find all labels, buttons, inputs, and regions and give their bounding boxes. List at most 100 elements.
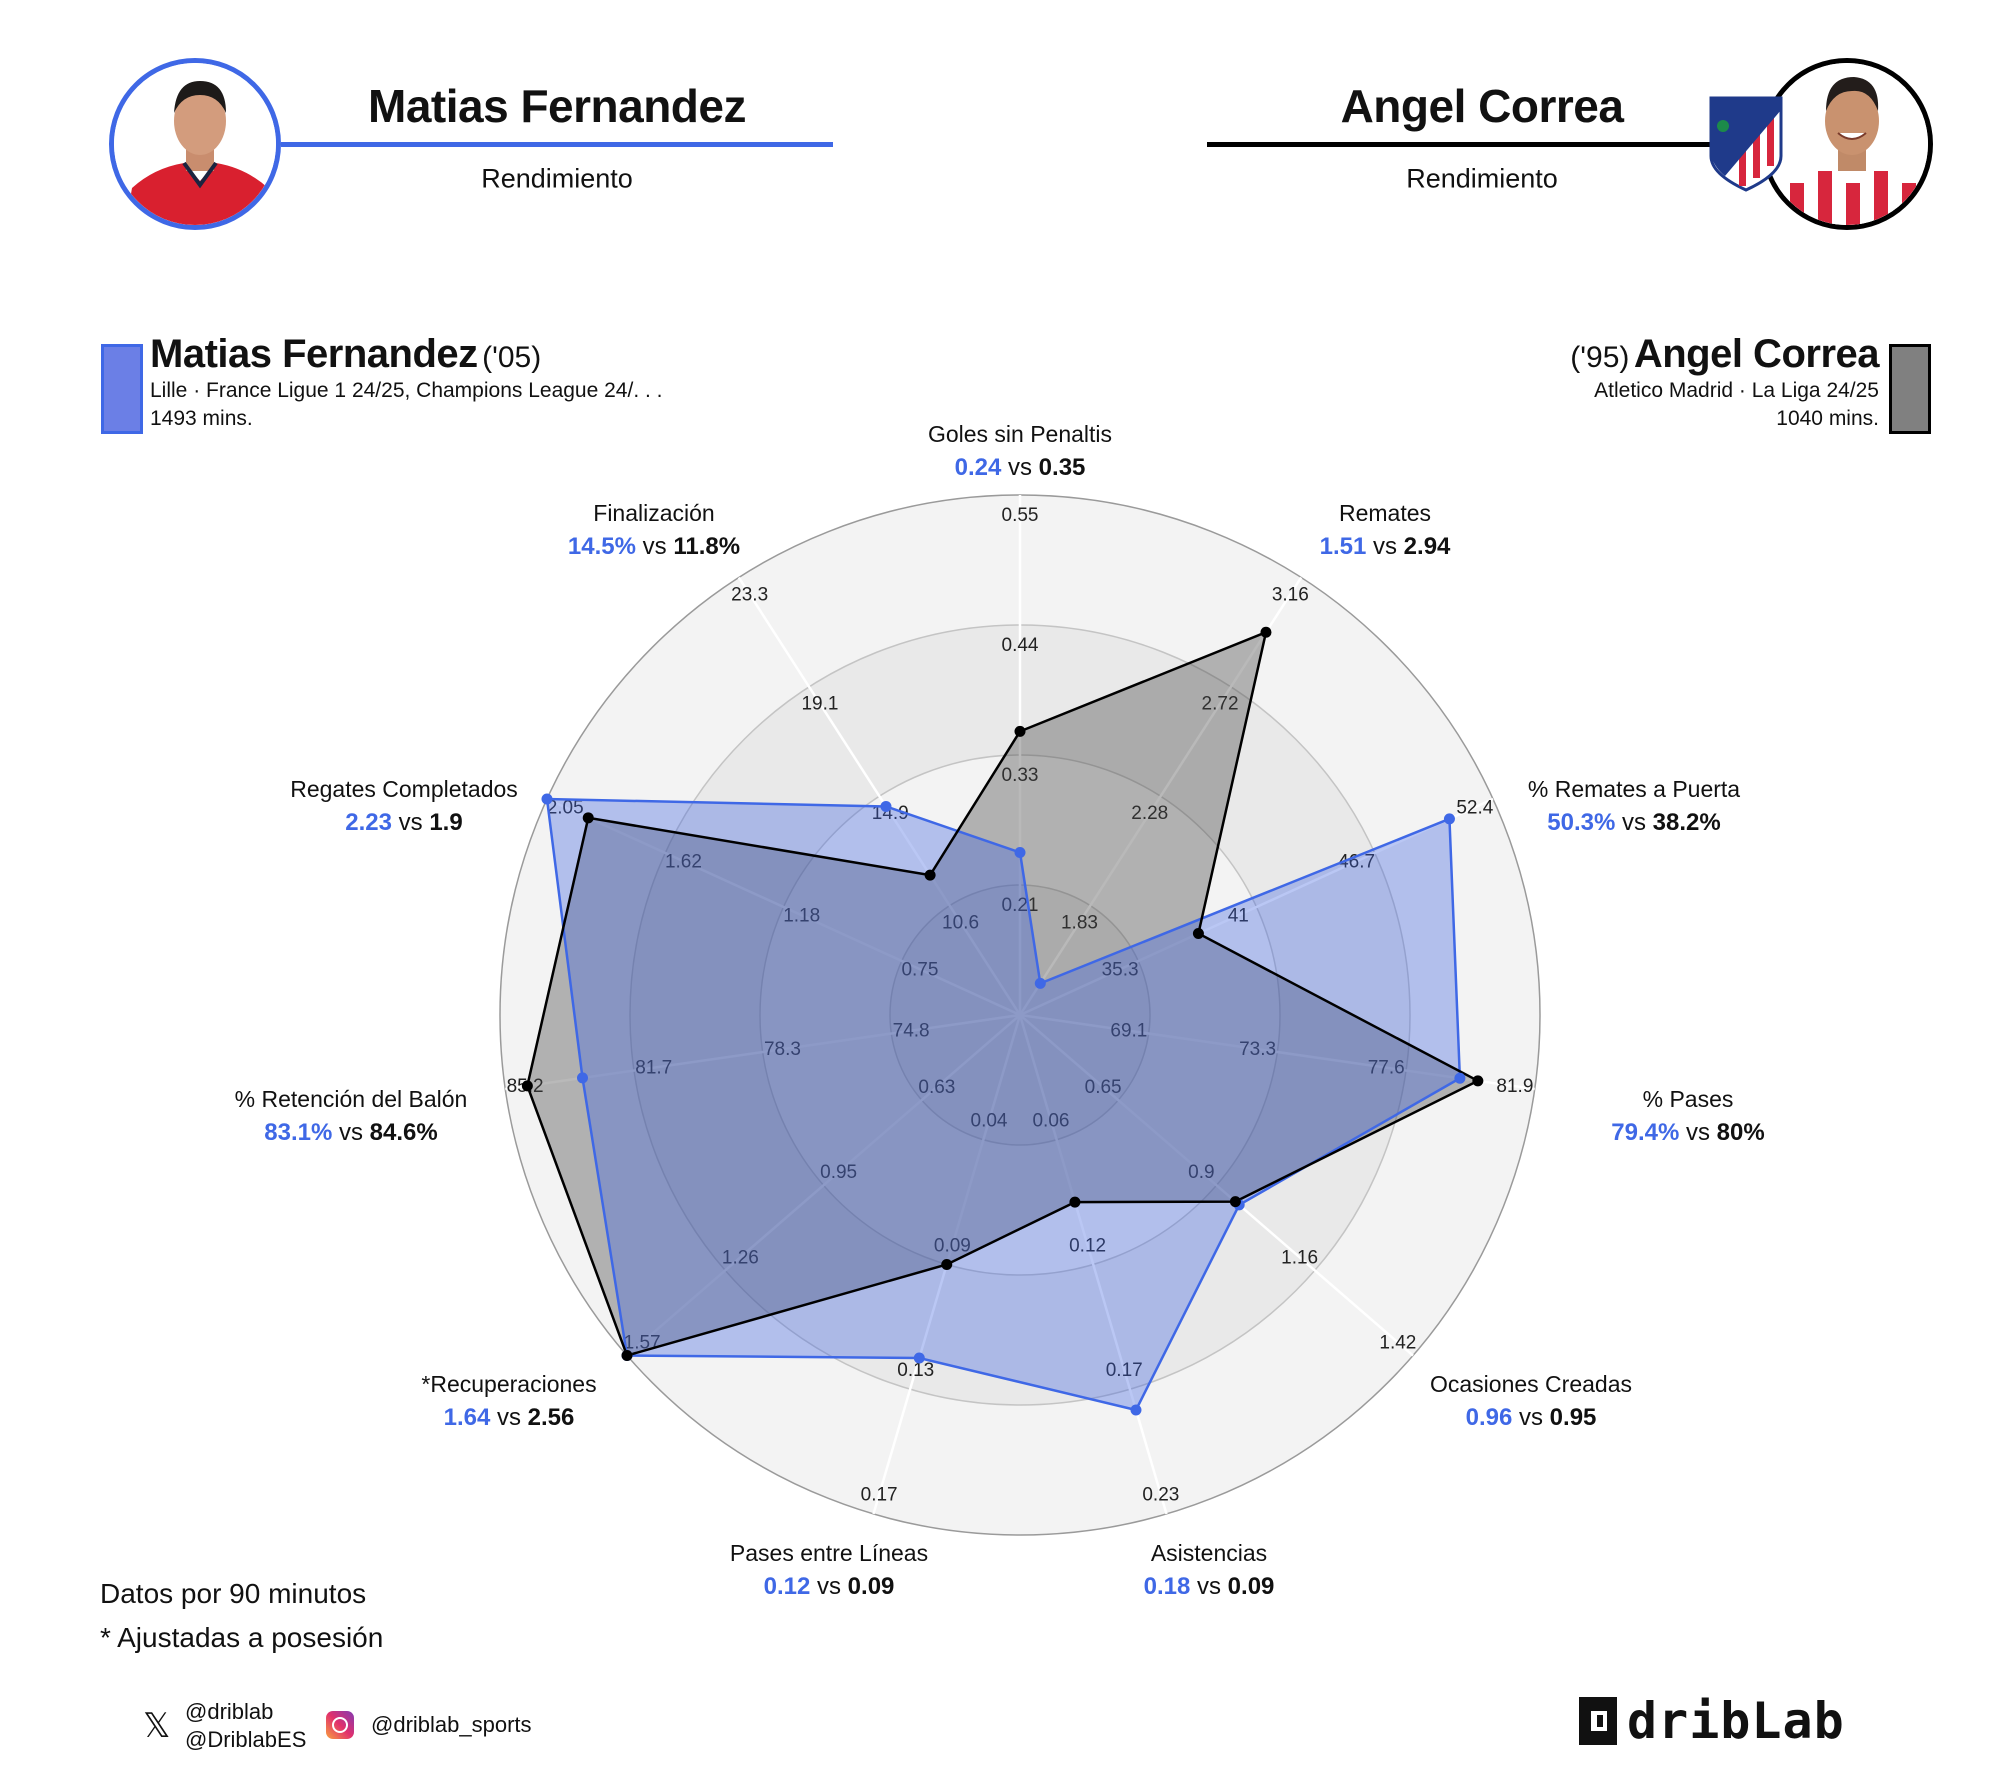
player-photo-right	[1761, 58, 1933, 230]
tick-label: 73.3	[1239, 1039, 1276, 1060]
axis-label-group: Pases entre Líneas 0.12 vs 0.09	[730, 1537, 928, 1603]
instagram-handle[interactable]: @driblab_sports	[371, 1712, 532, 1737]
axis-values: 2.23 vs 1.9	[290, 806, 518, 839]
data-point-left-player	[1130, 1404, 1142, 1416]
tick-label: 0.63	[918, 1077, 955, 1098]
legend-right: ('95) Angel Correa Atletico Madrid · La …	[1570, 332, 1879, 433]
value-right-player: 2.56	[527, 1404, 575, 1431]
data-point-right-player	[521, 1080, 533, 1092]
player-portrait-icon	[1766, 63, 1928, 225]
data-point-left-player	[576, 1072, 588, 1084]
legend-player-year-right: ('95)	[1570, 341, 1630, 374]
axis-label: Ocasiones Creadas	[1430, 1371, 1632, 1397]
tick-label: 0.75	[901, 959, 938, 980]
data-point-left-player	[913, 1352, 925, 1364]
value-left-player: 50.3%	[1547, 809, 1616, 836]
axis-values: 0.24 vs 0.35	[928, 451, 1112, 484]
header-divider-left	[281, 142, 833, 147]
twitter-handle-1[interactable]: @driblab	[185, 1699, 274, 1724]
radar-spoke	[1018, 1014, 1168, 1515]
header-player-name-right: Angel Correa	[1340, 80, 1624, 132]
axis-values: 14.5% vs 11.8%	[568, 530, 740, 563]
value-left-player: 0.12	[763, 1573, 811, 1600]
value-right-player: 38.2%	[1652, 809, 1721, 836]
tick-label: 0.06	[1032, 1111, 1069, 1132]
value-right-player: 1.9	[429, 809, 463, 836]
x-twitter-icon[interactable]: 𝕏	[143, 1707, 171, 1745]
player-photo-left	[109, 58, 281, 230]
tick-label: 0.55	[1002, 505, 1039, 526]
tick-label: 2.28	[1131, 803, 1168, 824]
header-subtitle-right: Rendimiento	[1406, 163, 1558, 194]
tick-label: 0.23	[1142, 1485, 1179, 1506]
value-right-player: 0.35	[1038, 454, 1086, 481]
axis-label-group: *Recuperaciones 1.64 vs 2.56	[421, 1368, 596, 1434]
value-right-player: 11.8%	[673, 533, 741, 560]
instagram-icon[interactable]	[326, 1711, 354, 1739]
vs-text: vs	[1686, 1119, 1711, 1146]
axis-label-group: Regates Completados 2.23 vs 1.9	[290, 773, 518, 839]
radar-spoke	[1019, 1013, 1535, 1091]
tick-label: 19.1	[801, 694, 838, 715]
radar-spoke	[1018, 576, 1303, 1016]
axis-label: Finalización	[593, 500, 715, 526]
tick-label: 69.1	[1110, 1021, 1147, 1042]
vs-text: vs	[398, 809, 423, 836]
twitter-handle-2[interactable]: @DriblabES	[185, 1727, 307, 1752]
tick-label: 0.17	[1106, 1360, 1143, 1381]
tick-label: 2.05	[547, 797, 584, 818]
axis-label: % Retención del Balón	[234, 1086, 468, 1112]
vs-text: vs	[1622, 809, 1646, 836]
driblab-logo: dribLab	[1579, 1692, 1845, 1750]
axis-values: 79.4% vs 80%	[1611, 1116, 1764, 1149]
legend-minutes-right: 1040 mins.	[1776, 407, 1879, 430]
legend-swatch-right	[1889, 344, 1931, 434]
vs-text: vs	[1373, 533, 1397, 560]
value-right-player: 84.6%	[369, 1119, 438, 1146]
value-right-player: 0.09	[847, 1573, 895, 1600]
tick-label: 0.9	[1188, 1162, 1214, 1183]
tick-label: 0.33	[1002, 765, 1039, 786]
vs-text: vs	[496, 1404, 521, 1431]
axis-label-group: % Remates a Puerta 50.3% vs 38.2%	[1528, 773, 1740, 839]
axis-label-group: % Pases 79.4% vs 80%	[1611, 1083, 1764, 1149]
tick-label: 0.13	[897, 1360, 934, 1381]
axis-values: 50.3% vs 38.2%	[1528, 806, 1740, 839]
data-point-right-player	[1229, 1196, 1241, 1208]
data-point-right-player	[1069, 1196, 1081, 1208]
legend-player-name-left: Matias Fernandez	[150, 332, 478, 376]
vs-text: vs	[1519, 1404, 1543, 1431]
club-crest-atletico-icon	[1709, 96, 1783, 192]
tick-label: 46.7	[1338, 851, 1375, 872]
axis-label: Pases entre Líneas	[729, 1540, 929, 1566]
data-point-right-player	[924, 869, 936, 881]
radar-spoke	[546, 797, 1021, 1017]
value-right-player: 0.95	[1549, 1404, 1597, 1431]
value-left-player: 0.18	[1143, 1573, 1191, 1600]
data-point-left-player	[1034, 977, 1046, 989]
tick-label: 1.62	[665, 851, 702, 872]
value-left-player: 1.51	[1319, 533, 1367, 560]
value-right-player: 80%	[1716, 1119, 1765, 1146]
axis-values: 0.18 vs 0.09	[1144, 1570, 1275, 1603]
vs-text: vs	[1008, 454, 1032, 481]
vs-text: vs	[339, 1119, 363, 1146]
player-portrait-icon	[114, 63, 276, 225]
axis-label: % Remates a Puerta	[1527, 776, 1741, 802]
value-left-player: 83.1%	[264, 1119, 333, 1146]
radar-spoke	[626, 1014, 1021, 1357]
data-point-left-player	[880, 800, 892, 812]
axis-values: 0.12 vs 0.09	[730, 1570, 928, 1603]
radar-spoke	[505, 1013, 1021, 1091]
twitter-handles: @driblab @DriblabES	[185, 1698, 306, 1754]
tick-label: 1.16	[1281, 1247, 1318, 1268]
value-left-player: 2.23	[345, 809, 392, 836]
value-left-player: 0.96	[1465, 1404, 1513, 1431]
data-point-left-player	[1443, 813, 1455, 825]
header-divider-right	[1207, 142, 1717, 147]
tick-label: 77.6	[1368, 1058, 1405, 1079]
tick-label: 1.18	[783, 905, 820, 926]
data-point-right-player	[1260, 626, 1272, 638]
value-right-player: 0.09	[1227, 1573, 1275, 1600]
tick-label: 78.3	[764, 1039, 801, 1060]
